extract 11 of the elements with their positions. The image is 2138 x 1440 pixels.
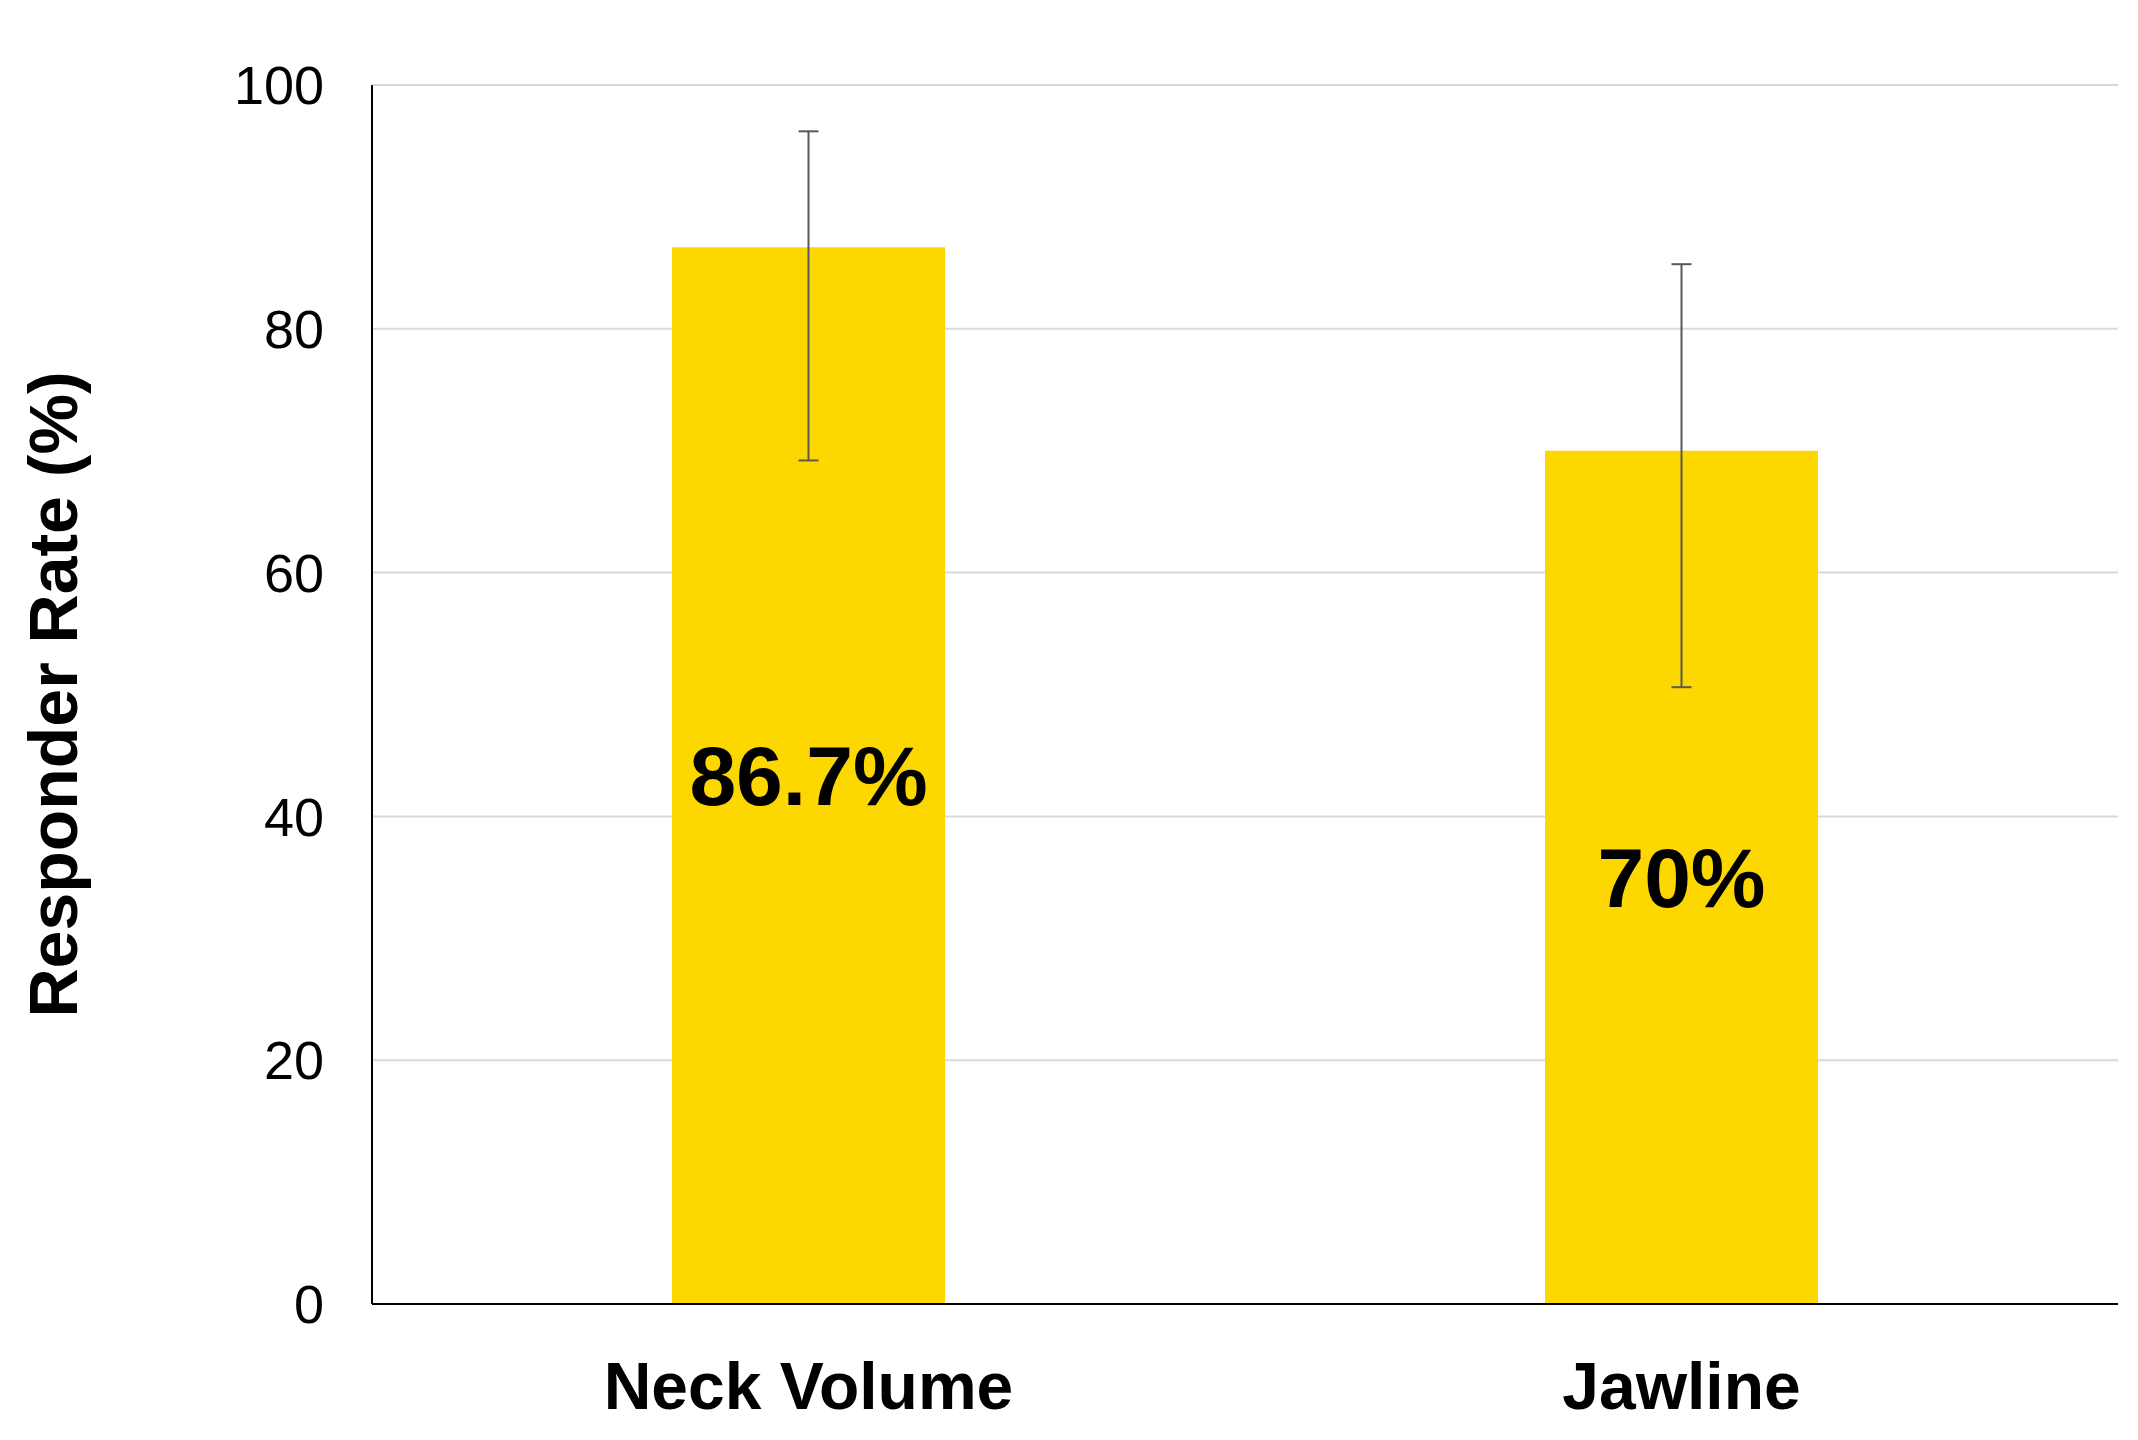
data-label: 70% (1597, 831, 1766, 926)
y-tick-label: 80 (263, 298, 324, 359)
y-axis-title: Responder Rate (%) (15, 371, 92, 1018)
y-tick-label: 100 (233, 55, 324, 116)
x-tick-label: Neck Volume (603, 1348, 1014, 1423)
y-tick-label: 0 (293, 1274, 324, 1335)
x-tick-label: Jawline (1562, 1348, 1801, 1423)
data-label: 86.7% (689, 729, 928, 824)
y-tick-label: 20 (263, 1030, 324, 1091)
y-tick-label: 60 (263, 542, 324, 603)
y-tick-label: 40 (263, 786, 324, 847)
